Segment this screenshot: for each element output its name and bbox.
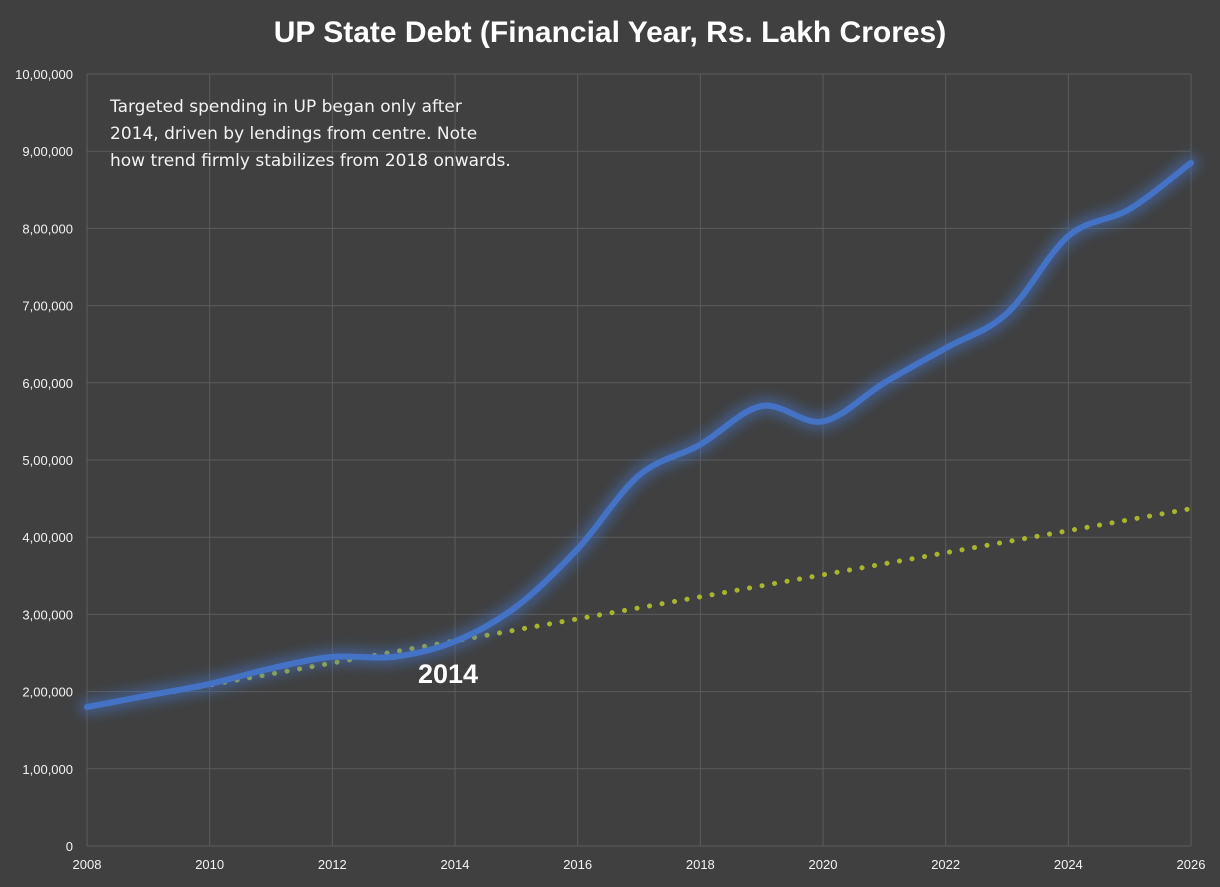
x-tick-label: 2018 bbox=[686, 857, 715, 872]
grid-lines bbox=[86, 73, 1192, 847]
annotation-note: Targeted spending in UP began only after… bbox=[109, 97, 511, 171]
note-line-1: Targeted spending in UP began only after bbox=[109, 97, 462, 117]
y-tick-label: 4,00,000 bbox=[22, 530, 73, 545]
x-tick-label: 2012 bbox=[318, 857, 347, 872]
x-tick-label: 2010 bbox=[195, 857, 224, 872]
debt-series bbox=[79, 154, 1199, 715]
debt-line bbox=[84, 159, 1194, 710]
y-tick-label: 2,00,000 bbox=[22, 685, 73, 700]
y-tick-label: 9,00,000 bbox=[22, 144, 73, 159]
note-line-2: 2014, driven by lendings from centre. No… bbox=[110, 124, 477, 144]
y-tick-label: 8,00,000 bbox=[22, 221, 73, 236]
chart-title: UP State Debt (Financial Year, Rs. Lakh … bbox=[274, 16, 946, 49]
y-tick-labels: 0 1,00,000 2,00,000 3,00,000 4,00,000 5,00,00… bbox=[15, 67, 73, 854]
year-2014-label: 2014 bbox=[418, 659, 478, 689]
y-tick-label: 7,00,000 bbox=[22, 299, 73, 314]
x-tick-labels: 2008 2010 2012 2014 2016 2018 2020 2022 2024 2026 bbox=[73, 857, 1206, 872]
x-tick-label: 2020 bbox=[809, 857, 838, 872]
y-tick-label: 1,00,000 bbox=[22, 762, 73, 777]
x-tick-label: 2016 bbox=[563, 857, 592, 872]
x-tick-label: 2026 bbox=[1177, 857, 1206, 872]
y-tick-label: 6,00,000 bbox=[22, 376, 73, 391]
x-tick-label: 2008 bbox=[73, 857, 102, 872]
y-tick-label: 3,00,000 bbox=[22, 607, 73, 622]
trend-series bbox=[84, 506, 1194, 710]
note-line-3: how trend firmly stabilizes from 2018 on… bbox=[110, 151, 511, 171]
y-tick-label: 5,00,000 bbox=[22, 453, 73, 468]
x-tick-label: 2014 bbox=[441, 857, 470, 872]
y-tick-label: 10,00,000 bbox=[15, 67, 73, 82]
x-tick-label: 2024 bbox=[1054, 857, 1083, 872]
x-tick-label: 2022 bbox=[931, 857, 960, 872]
trend-line bbox=[84, 506, 1194, 710]
y-tick-label: 0 bbox=[66, 839, 73, 854]
